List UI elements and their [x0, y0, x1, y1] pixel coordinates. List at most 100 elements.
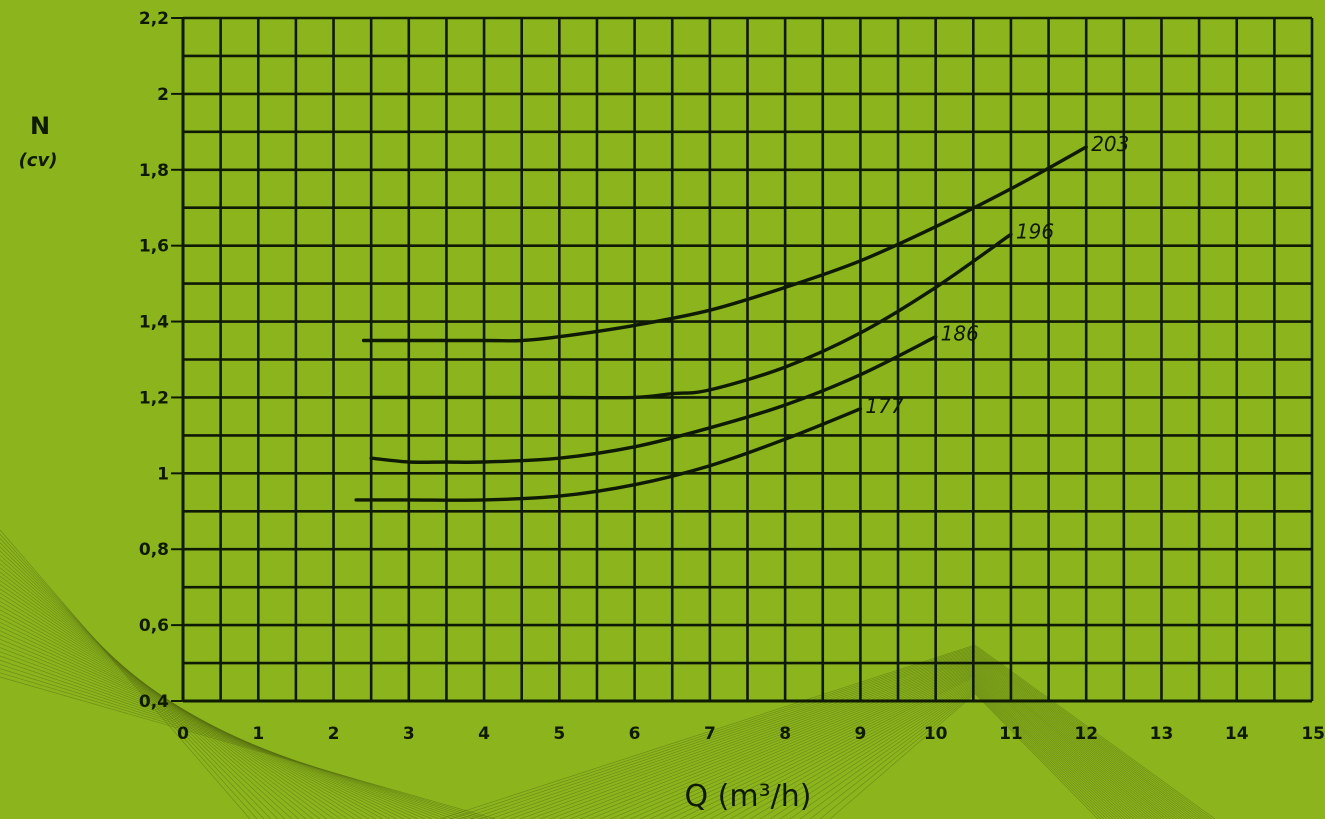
deco-wave-line	[0, 643, 440, 819]
deco-wave-line	[809, 690, 976, 819]
curve-177	[354, 407, 863, 502]
deco-wave-line	[974, 663, 1171, 819]
x-tick-label: 15	[1301, 724, 1325, 744]
deco-wave-line	[0, 647, 447, 819]
curve-label-203: 203	[1091, 132, 1129, 156]
x-tick-label: 13	[1150, 724, 1174, 744]
deco-wave-line	[974, 691, 1105, 819]
x-tick-label: 3	[403, 724, 415, 744]
deco-wave-line	[559, 659, 976, 819]
deco-wave-line	[749, 683, 976, 819]
deco-wave-line	[0, 651, 454, 819]
deco-wave-line	[439, 644, 976, 819]
y-tick-label: 1,8	[139, 161, 169, 181]
x-tick-label: 14	[1225, 724, 1249, 744]
deco-wave-line	[579, 662, 976, 819]
deco-wave-line	[469, 648, 976, 819]
deco-wave-line	[974, 673, 1147, 819]
deco-wave-line	[0, 638, 433, 819]
deco-wave-line	[974, 650, 1201, 819]
y-tick-label: 1,6	[139, 237, 169, 257]
deco-wave-line	[819, 692, 976, 819]
deco-wave-line	[459, 647, 976, 819]
x-tick-label: 11	[999, 724, 1023, 744]
x-tick-label: 12	[1074, 724, 1098, 744]
deco-wave-line	[0, 617, 398, 819]
chart-curves: 203 196 186 177	[354, 132, 1129, 502]
deco-wave-line	[974, 662, 1174, 819]
deco-wave-line	[974, 687, 1114, 819]
deco-wave-line	[0, 533, 258, 819]
x-tick-label: 1	[252, 724, 264, 744]
deco-wave-line	[0, 676, 496, 819]
deco-wave-line	[974, 685, 1117, 819]
deco-wave-line	[599, 664, 976, 819]
deco-wave-line	[779, 687, 976, 819]
deco-wave-line	[739, 682, 976, 819]
deco-wave-line	[0, 659, 468, 819]
x-tick-label: 4	[478, 724, 490, 744]
deco-wave-line	[0, 622, 405, 819]
y-axis-label: N	[30, 112, 50, 140]
deco-wave-line	[974, 679, 1132, 819]
curve-196	[369, 232, 1013, 400]
deco-wave-line	[0, 626, 412, 819]
y-tick-label: 0,8	[139, 540, 169, 560]
deco-wave-line	[974, 647, 1210, 819]
deco-wave-line	[529, 655, 976, 819]
deco-wave-line	[974, 688, 1111, 819]
deco-wave-line	[499, 652, 976, 819]
x-tick-label: 7	[704, 724, 716, 744]
deco-wave-line	[974, 668, 1159, 819]
deco-wave-line	[0, 546, 279, 819]
deco-wave-line	[974, 645, 1213, 819]
chart-axes: 0,40,60,811,21,41,61,822,20 1 2 3 4 5 6 7 8 9 10 11…	[139, 9, 1325, 744]
deco-wave-line	[659, 672, 976, 819]
deco-wave-line	[549, 658, 976, 819]
deco-wave-line	[609, 665, 976, 819]
deco-wave-line	[974, 692, 1102, 819]
deco-wave-line	[974, 664, 1168, 819]
deco-wave-line	[974, 674, 1144, 819]
deco-wave-line	[0, 664, 475, 819]
deco-wave-line	[539, 657, 976, 819]
deco-wave-line	[0, 668, 482, 819]
deco-wave-line	[449, 645, 976, 819]
deco-wave-line	[0, 672, 489, 819]
deco-wave-line	[729, 680, 976, 819]
deco-wave-line	[974, 659, 1180, 819]
curve-label-177: 177	[865, 394, 903, 418]
deco-wave-line	[629, 668, 976, 819]
deco-wave-line	[974, 680, 1129, 819]
deco-wave-line	[829, 693, 976, 819]
deco-wave-line	[0, 630, 419, 819]
deco-wave-line	[769, 685, 976, 819]
deco-wave-line	[759, 684, 976, 819]
deco-wave-line	[974, 682, 1126, 819]
deco-wave-line	[569, 660, 976, 819]
deco-wave-line	[974, 665, 1165, 819]
y-tick-label: 1,2	[139, 388, 169, 408]
deco-wave-line	[489, 650, 976, 819]
background-wave-pattern	[0, 529, 1216, 819]
y-tick-label: 1	[157, 464, 169, 484]
deco-wave-line	[974, 667, 1162, 819]
deco-wave-line	[974, 660, 1177, 819]
deco-wave-line	[0, 538, 265, 819]
deco-wave-line	[974, 648, 1207, 819]
curve-label-196: 196	[1016, 219, 1054, 243]
deco-wave-line	[974, 669, 1156, 819]
deco-wave-line	[619, 667, 976, 819]
deco-wave-line	[589, 663, 976, 819]
y-axis-unit-label: (cv)	[19, 150, 58, 171]
x-tick-label: 2	[328, 724, 340, 744]
x-tick-label: 8	[779, 724, 791, 744]
deco-wave-line	[974, 658, 1183, 819]
deco-wave-line	[974, 649, 1204, 819]
deco-wave-line	[719, 679, 976, 819]
deco-wave-line	[974, 684, 1120, 819]
x-tick-label: 9	[854, 724, 866, 744]
deco-wave-line	[679, 674, 976, 819]
deco-wave-line	[639, 669, 976, 819]
